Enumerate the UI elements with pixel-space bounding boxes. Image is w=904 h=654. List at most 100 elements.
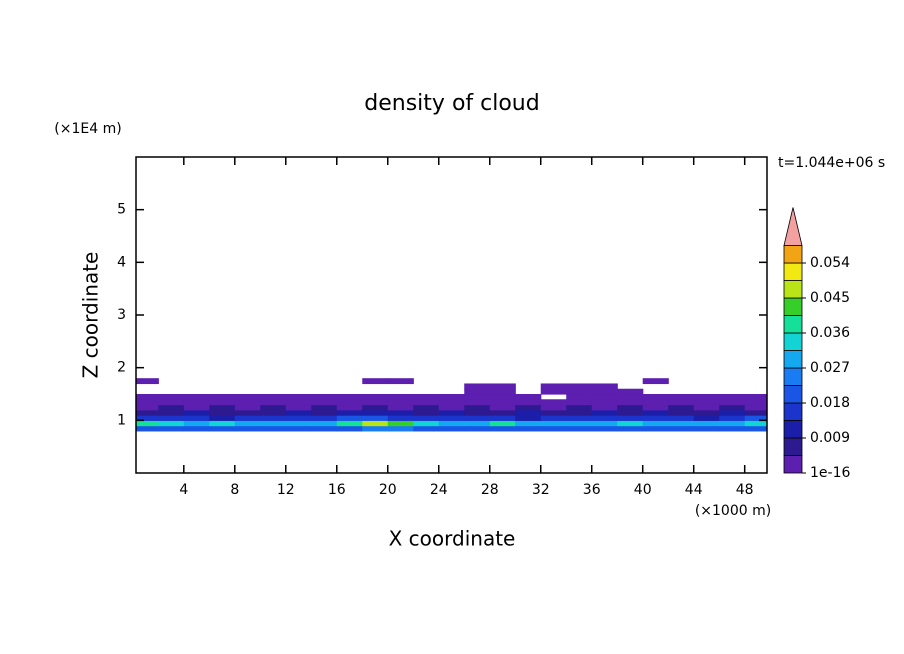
contour-cell bbox=[285, 415, 312, 421]
x-tick-label: 4 bbox=[179, 482, 188, 498]
contour-cell bbox=[260, 415, 287, 421]
contour-cell bbox=[617, 425, 644, 432]
contour-cell bbox=[642, 420, 669, 427]
contour-cell bbox=[489, 404, 516, 411]
contour-cell bbox=[489, 415, 516, 421]
colorbar-band bbox=[783, 262, 803, 281]
contour-cell bbox=[464, 425, 491, 432]
contour-cell bbox=[489, 383, 516, 390]
contour-cell bbox=[693, 415, 720, 421]
contour-cell bbox=[642, 394, 669, 400]
contour-cell bbox=[260, 404, 287, 411]
contour-cell bbox=[591, 388, 618, 395]
contour-cell bbox=[285, 409, 312, 416]
contour-cell bbox=[693, 425, 720, 432]
contour-cell bbox=[234, 404, 261, 411]
contour-cell bbox=[209, 425, 236, 432]
contour-cell bbox=[744, 415, 767, 421]
contour-cell bbox=[693, 404, 720, 411]
contour-cell bbox=[566, 394, 593, 400]
contour-field bbox=[136, 378, 767, 432]
contour-cell bbox=[136, 378, 159, 385]
contour-cell bbox=[387, 399, 414, 406]
contour-cell bbox=[719, 404, 746, 411]
contour-cell bbox=[591, 409, 618, 416]
contour-cell bbox=[234, 399, 261, 406]
contour-cell bbox=[311, 409, 338, 416]
contour-cell bbox=[413, 394, 440, 400]
contour-cell bbox=[540, 425, 567, 432]
contour-cell bbox=[617, 399, 644, 406]
contour-cell bbox=[719, 394, 746, 400]
contour-cell bbox=[183, 404, 210, 411]
contour-cell bbox=[438, 404, 465, 411]
contour-cell bbox=[744, 425, 767, 432]
contour-cell bbox=[413, 415, 440, 421]
contour-cell bbox=[209, 415, 236, 421]
contour-cell bbox=[515, 425, 542, 432]
contour-cell bbox=[136, 409, 159, 416]
contour-cell bbox=[183, 420, 210, 427]
colorbar-label: 0.054 bbox=[810, 255, 850, 271]
y-tick-label: 1 bbox=[117, 412, 126, 428]
contour-cell bbox=[136, 415, 159, 421]
y-axis-unit: (×1E4 m) bbox=[54, 121, 121, 137]
contour-cell bbox=[234, 425, 261, 432]
contour-cell bbox=[489, 420, 516, 427]
contour-cell bbox=[209, 399, 236, 406]
contour-cell bbox=[209, 409, 236, 416]
contour-cell bbox=[285, 399, 312, 406]
contour-cell bbox=[387, 404, 414, 411]
contour-cell bbox=[285, 420, 312, 427]
contour-cell bbox=[413, 425, 440, 432]
contour-cell bbox=[336, 394, 363, 400]
contour-cell bbox=[464, 420, 491, 427]
contour-cell bbox=[260, 394, 287, 400]
contour-cell bbox=[234, 420, 261, 427]
x-tick-label: 16 bbox=[328, 482, 346, 498]
contour-cell bbox=[209, 420, 236, 427]
contour-cell bbox=[285, 425, 312, 432]
colorbar-band bbox=[783, 420, 803, 439]
chart-title: density of cloud bbox=[364, 91, 539, 116]
contour-cell bbox=[158, 415, 185, 421]
contour-cell bbox=[260, 425, 287, 432]
colorbar-label: 1e-16 bbox=[810, 465, 850, 481]
contour-cell bbox=[234, 409, 261, 416]
contour-cell bbox=[234, 394, 261, 400]
contour-cell bbox=[642, 399, 669, 406]
contour-cell bbox=[260, 399, 287, 406]
contour-cell bbox=[362, 404, 389, 411]
contour-cell bbox=[693, 399, 720, 406]
x-axis-unit: (×1000 m) bbox=[695, 503, 771, 519]
contour-cell bbox=[668, 425, 695, 432]
contour-cell bbox=[136, 425, 159, 432]
contour-cell bbox=[617, 394, 644, 400]
contour-cell bbox=[464, 399, 491, 406]
contour-cell bbox=[693, 420, 720, 427]
x-tick-label: 48 bbox=[736, 482, 754, 498]
contour-cell bbox=[642, 378, 669, 385]
contour-cell bbox=[438, 425, 465, 432]
x-tick-label: 8 bbox=[230, 482, 239, 498]
contour-cell bbox=[566, 425, 593, 432]
x-tick-label: 44 bbox=[685, 482, 703, 498]
contour-cell bbox=[693, 394, 720, 400]
contour-cell bbox=[744, 404, 767, 411]
contour-cell bbox=[566, 383, 593, 390]
y-tick-label: 5 bbox=[117, 202, 126, 218]
contour-cell bbox=[744, 399, 767, 406]
contour-cell bbox=[591, 383, 618, 390]
colorbar-label: 0.018 bbox=[810, 395, 850, 411]
contour-cell bbox=[158, 394, 185, 400]
contour-cell bbox=[260, 420, 287, 427]
x-tick-label: 36 bbox=[583, 482, 601, 498]
contour-cell bbox=[540, 420, 567, 427]
contour-cell bbox=[617, 404, 644, 411]
contour-cell bbox=[744, 420, 767, 427]
colorbar-band bbox=[783, 332, 803, 351]
contour-cell bbox=[489, 409, 516, 416]
contour-cell bbox=[515, 404, 542, 411]
colorbar-label: 0.045 bbox=[810, 290, 850, 306]
